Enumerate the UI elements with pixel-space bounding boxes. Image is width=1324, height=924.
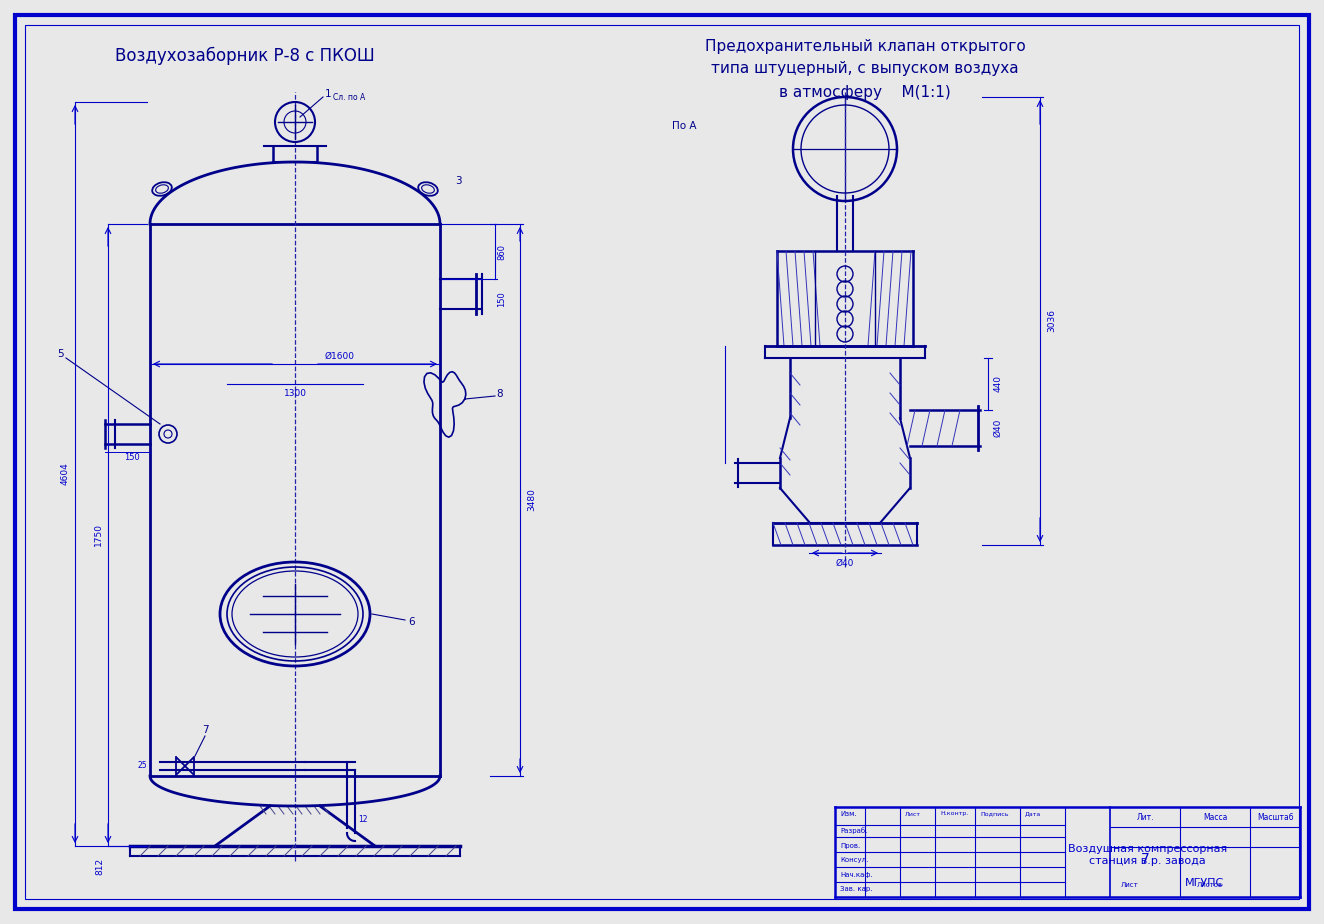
Text: 5: 5: [57, 349, 64, 359]
Text: Консул.: Консул.: [839, 857, 869, 863]
Text: 440: 440: [993, 375, 1002, 393]
Text: Разраб.: Разраб.: [839, 828, 867, 834]
Text: Воздушная компрессорная
станция в.р. завода: Воздушная компрессорная станция в.р. зав…: [1068, 845, 1227, 866]
Text: 7: 7: [1140, 852, 1149, 866]
Text: Листов: Листов: [1197, 882, 1223, 888]
Text: в атмосферу    М(1:1): в атмосферу М(1:1): [779, 84, 951, 100]
Text: Нач.каф.: Нач.каф.: [839, 872, 873, 878]
Text: 6: 6: [409, 617, 416, 627]
Text: 1750: 1750: [94, 524, 102, 546]
Text: Предохранительный клапан открытого: Предохранительный клапан открытого: [704, 39, 1025, 54]
Text: 3480: 3480: [527, 489, 536, 512]
Text: 25: 25: [138, 761, 147, 771]
Text: Подпись: Подпись: [980, 811, 1009, 817]
Text: 4604: 4604: [61, 463, 69, 485]
Text: Масса: Масса: [1202, 812, 1227, 821]
Text: МГУПС: МГУПС: [1185, 878, 1225, 888]
Text: 12: 12: [359, 816, 368, 824]
Text: 150: 150: [124, 454, 140, 463]
Text: 1300: 1300: [283, 390, 306, 398]
Text: Лит.: Лит.: [1136, 812, 1153, 821]
Text: Лист: Лист: [906, 811, 922, 817]
Text: Ø40: Ø40: [993, 419, 1002, 437]
Text: типа штуцерный, с выпуском воздуха: типа штуцерный, с выпуском воздуха: [711, 62, 1018, 77]
Text: 860: 860: [498, 244, 507, 260]
Text: Лист: Лист: [1121, 882, 1139, 888]
Text: 3: 3: [454, 176, 461, 186]
Text: Ø1600: Ø1600: [324, 351, 355, 360]
Text: Изм.: Изм.: [839, 811, 857, 817]
Text: По А: По А: [673, 121, 696, 131]
Text: Зав. кар.: Зав. кар.: [839, 886, 873, 892]
Text: Дата: Дата: [1025, 811, 1041, 817]
Text: 1: 1: [324, 89, 331, 99]
Text: 812: 812: [95, 857, 105, 874]
Text: 8: 8: [496, 389, 503, 399]
Text: 7: 7: [201, 725, 208, 735]
Text: Масштаб: Масштаб: [1256, 812, 1294, 821]
Text: Н.контр.: Н.контр.: [940, 811, 968, 817]
Text: 3036: 3036: [1047, 310, 1057, 333]
Text: 150: 150: [498, 291, 507, 307]
Text: Ø40: Ø40: [835, 558, 854, 567]
Text: Воздухозаборник Р-8 с ПКОШ: Воздухозаборник Р-8 с ПКОШ: [115, 47, 375, 65]
Text: Сл. по А: Сл. по А: [334, 92, 365, 102]
Text: Пров.: Пров.: [839, 843, 861, 849]
